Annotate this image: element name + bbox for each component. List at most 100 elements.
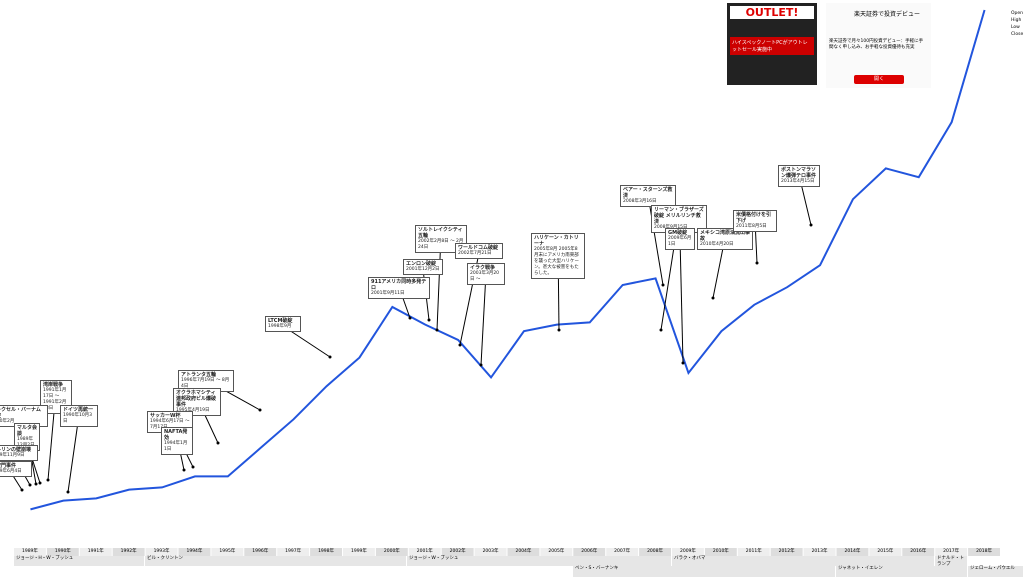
annotation: GM破綻 2009年6月1日 bbox=[665, 228, 695, 250]
annotation-date: 2001年12月2日 bbox=[406, 267, 440, 272]
x-tick-label: 2017年 bbox=[943, 549, 960, 554]
leader-line bbox=[679, 237, 684, 364]
x-tick-label: 2007年 bbox=[614, 549, 631, 554]
year-cell bbox=[79, 548, 112, 556]
year-cell bbox=[277, 548, 310, 556]
annotation-date: 1989年6月4日 bbox=[0, 469, 22, 474]
year-cell bbox=[408, 548, 441, 556]
x-tick-label: 1998年 bbox=[318, 549, 335, 554]
annotation: ハリケーン・カトリーナ 2005年8月 2005年8月末にアメリカ南東部を襲った大… bbox=[531, 233, 585, 279]
annotation-date: 2013年4月15日 bbox=[781, 179, 815, 184]
x-tick-label: 2000年 bbox=[383, 549, 400, 554]
event-dot bbox=[191, 465, 195, 469]
annotation-date: 1994年6月17日 ～ 7月17日 bbox=[150, 419, 190, 430]
annotation: ソルトレイクシティ五輪 2002年2月8日 ～ 2月24日 bbox=[415, 225, 467, 253]
x-tick-label: 1992年 bbox=[120, 549, 137, 554]
event-dot bbox=[711, 296, 715, 300]
year-cell bbox=[935, 548, 968, 556]
year-cell bbox=[112, 548, 145, 556]
annotation-title: ハリケーン・カトリーナ bbox=[534, 235, 579, 247]
annotation: 米債格付けを引下げ 2011年8月5日 bbox=[733, 210, 777, 232]
event-dot bbox=[46, 478, 50, 482]
x-tick-label: 1990年 bbox=[54, 549, 71, 554]
annotation-title: ボストンマラソン爆弾テロ事件 bbox=[781, 167, 817, 179]
annotation-title: ドレクセル・バーナム破綻 bbox=[0, 407, 41, 419]
x-tick-label: 2012年 bbox=[778, 549, 795, 554]
event-dot bbox=[661, 283, 665, 287]
year-cell bbox=[474, 548, 507, 556]
ohlc-label: Open bbox=[1011, 11, 1024, 16]
event-dot bbox=[408, 316, 412, 320]
year-cell bbox=[737, 548, 770, 556]
year-cell bbox=[836, 548, 869, 556]
year-cell bbox=[869, 548, 902, 556]
x-tick-label: 1994年 bbox=[186, 549, 203, 554]
price-line bbox=[30, 9, 986, 511]
x-tick-label: 2008年 bbox=[647, 549, 664, 554]
event-dot bbox=[458, 343, 462, 347]
event-dot bbox=[20, 488, 24, 492]
leader-line bbox=[480, 272, 487, 366]
x-tick-label: 1997年 bbox=[285, 549, 302, 554]
year-cell bbox=[343, 548, 375, 556]
annotation-date: 2011年8月5日 bbox=[736, 224, 767, 229]
annotation-title: マルタ会談 bbox=[17, 425, 38, 437]
annotation-date: 1998年9月 bbox=[268, 324, 292, 329]
annotation: ベアー・スターンズ救済 2008年3月16日 bbox=[620, 185, 676, 207]
annotation: ベルリンの壁崩壊1989年11月9日 bbox=[0, 445, 38, 461]
ad-bank-button[interactable]: 開く bbox=[854, 75, 904, 84]
ad-bank[interactable]: 楽天証券で投資デビュー 楽天証券で月々100円投資デビュー：手軽に手間なく申し込… bbox=[826, 3, 931, 88]
event-dot bbox=[479, 363, 483, 367]
annotation-title: ベアー・スターンズ救済 bbox=[623, 187, 673, 199]
x-tick-label: 2011年 bbox=[745, 549, 762, 554]
annotation-date: 1995年4月19日 bbox=[176, 408, 210, 413]
annotation-title: ワールドコム破綻 bbox=[458, 245, 499, 251]
annotation-date: 2010年4月20日 bbox=[700, 242, 734, 247]
x-tick-label: 2006年 bbox=[581, 549, 598, 554]
x-tick-label: 2014年 bbox=[844, 549, 861, 554]
year-cell bbox=[606, 548, 639, 556]
annotation: エンロン破綻 2001年12月2日 bbox=[403, 259, 443, 275]
year-cell bbox=[211, 548, 244, 556]
event-dot bbox=[427, 318, 431, 322]
annotation-title: オクラホマシティ連邦政府ビル爆破事件 bbox=[176, 390, 217, 408]
event-dot bbox=[182, 468, 186, 472]
year-cell bbox=[573, 548, 606, 556]
fed-chair: ジャネット・イエレン bbox=[836, 566, 968, 577]
annotation-date: 1991年1月17日 ～ 1991年2月28日 bbox=[43, 388, 67, 411]
year-cell bbox=[803, 548, 836, 556]
x-tick-label: 1993年 bbox=[153, 549, 170, 554]
event-dot bbox=[34, 482, 38, 486]
event-dot bbox=[755, 261, 759, 265]
event-dot bbox=[28, 483, 32, 487]
annotation: ドイツ再統一 1990年10月3日 bbox=[60, 405, 98, 427]
president: ジョージ・H・W・ブッシュ bbox=[14, 556, 145, 566]
event-dot bbox=[258, 408, 262, 412]
x-tick-label: 2001年 bbox=[416, 549, 433, 554]
event-dot bbox=[216, 441, 220, 445]
ad-bank-title: 楽天証券で投資デビュー bbox=[854, 11, 921, 18]
annotation-date: 2001年9月11日 bbox=[371, 291, 405, 296]
annotation: メキシコ湾原油流出事故 2010年4月20日 bbox=[697, 228, 753, 250]
leader-line bbox=[67, 414, 80, 493]
president: バラク・オバマ bbox=[672, 556, 935, 566]
annotation-date: 1994年1月1日 bbox=[164, 441, 188, 452]
annotation-date: 2002年2月8日 ～ 2月24日 bbox=[418, 239, 464, 250]
x-tick-label: 2016年 bbox=[910, 549, 927, 554]
annotation-date: 2002年7月21日 bbox=[458, 251, 492, 256]
year-cell bbox=[310, 548, 342, 556]
x-tick-label: 2009年 bbox=[679, 549, 696, 554]
x-tick-label: 1989年 bbox=[21, 549, 38, 554]
leader-line bbox=[647, 194, 664, 286]
event-dot bbox=[66, 490, 70, 494]
x-tick-label: 2002年 bbox=[449, 549, 466, 554]
annotation: 天安門事件1989年6月4日 bbox=[0, 461, 32, 477]
x-tick-label: 2015年 bbox=[877, 549, 894, 554]
year-cell bbox=[441, 548, 474, 556]
ohlc-label: Close bbox=[1011, 32, 1024, 37]
annotation-date: 2008年3月16日 bbox=[623, 199, 657, 204]
ad-outlet[interactable]: OUTLET! ハイスペックノートPCがアウトレットセール実施中 bbox=[727, 3, 817, 85]
annotation-title: 天安門事件 bbox=[0, 463, 17, 469]
annotation-title: メキシコ湾原油流出事故 bbox=[700, 230, 751, 242]
